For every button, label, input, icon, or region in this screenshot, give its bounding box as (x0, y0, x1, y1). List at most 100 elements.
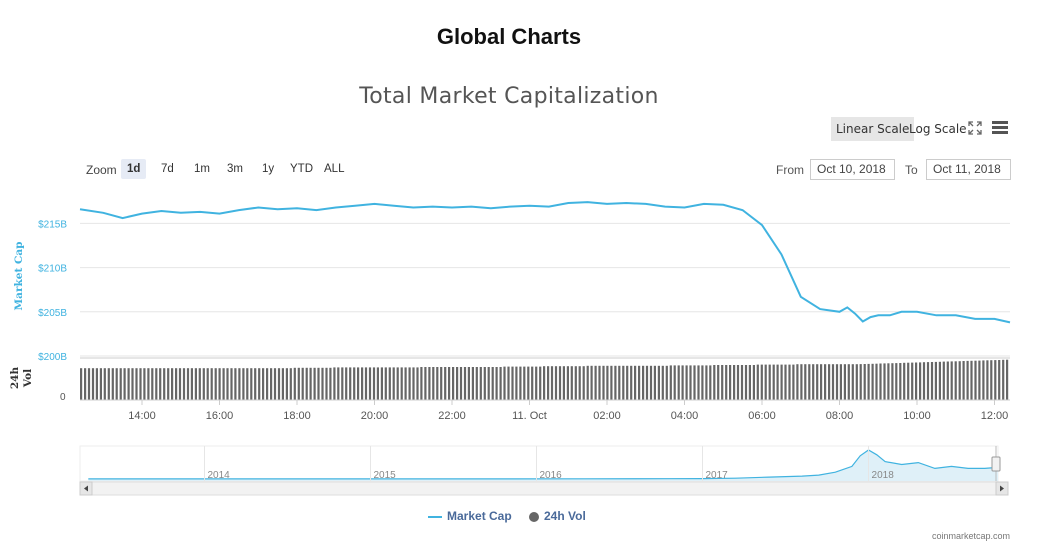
to-date-input[interactable]: Oct 11, 2018 (926, 159, 1011, 180)
zoom-all-button[interactable]: ALL (324, 163, 345, 175)
volume-bar (309, 367, 312, 400)
zoom-ytd-button[interactable]: YTD (290, 163, 313, 175)
volume-bar (630, 365, 633, 400)
volume-bar (736, 365, 740, 400)
volume-bar (638, 365, 641, 400)
fullscreen-icon[interactable] (968, 121, 982, 135)
volume-bar (242, 368, 245, 400)
volume-bar (875, 363, 878, 400)
volume-bar (954, 361, 957, 400)
volume-bar (669, 365, 672, 400)
zoom-7d-button[interactable]: 7d (161, 163, 174, 175)
volume-bar (539, 366, 542, 400)
volume-bar (400, 367, 403, 400)
volume-bar (353, 367, 356, 400)
volume-bar (103, 368, 106, 400)
volume-bar (175, 368, 178, 400)
volume-bar (186, 368, 190, 400)
volume-bar (333, 367, 336, 400)
gridlines (80, 222, 1010, 359)
volume-zero-tick: 0 (60, 392, 66, 403)
volume-bar (602, 365, 605, 400)
volume-bar (305, 367, 308, 400)
volume-bar (432, 367, 435, 400)
x-tick-label: 08:00 (826, 410, 854, 422)
volume-bar (978, 360, 981, 400)
volume-bar (705, 365, 708, 400)
from-date-input[interactable]: Oct 10, 2018 (810, 159, 895, 180)
volume-bar (709, 365, 712, 400)
volume-bar (855, 364, 858, 400)
page-title: Global Charts (436, 24, 582, 49)
volume-bar (839, 364, 842, 400)
legend-market-cap-label: Market Cap (447, 509, 512, 523)
volume-bar (851, 364, 854, 400)
log-scale-button[interactable]: Log Scale (909, 122, 967, 136)
navigator-tick-label: 2017 (706, 470, 729, 481)
volume-bar (507, 366, 510, 400)
volume-bar (345, 367, 348, 400)
volume-bar (531, 366, 534, 400)
volume-bar (887, 363, 890, 400)
volume-bar (448, 367, 451, 400)
volume-bar (863, 364, 866, 400)
volume-bar (349, 367, 352, 400)
volume-bar (562, 366, 565, 400)
volume-bar (254, 368, 257, 400)
volume-bar (408, 367, 411, 400)
volume-bar (262, 368, 265, 400)
volume-bar (792, 364, 795, 400)
menu-icon[interactable] (992, 121, 1008, 135)
navigator-handle[interactable] (991, 456, 1001, 472)
volume-bar (428, 367, 431, 400)
navigator-tick-label: 2014 (208, 470, 231, 481)
volume-bar (147, 368, 150, 400)
zoom-1m-button[interactable]: 1m (194, 163, 210, 175)
x-tick-label: 14:00 (128, 410, 156, 422)
x-tick-label: 02:00 (593, 410, 621, 422)
legend-market-cap[interactable]: Market Cap (428, 509, 512, 523)
volume-bar (95, 368, 98, 400)
volume-bar (491, 367, 494, 400)
volume-bar (167, 368, 170, 400)
volume-bar (677, 365, 680, 400)
volume-bar (566, 366, 569, 400)
volume-bar (752, 365, 755, 400)
volume-bar (907, 362, 910, 400)
zoom-1y-button[interactable]: 1y (262, 163, 275, 175)
volume-bar (725, 365, 728, 400)
zoom-3m-button[interactable]: 3m (227, 163, 243, 175)
volume-bar (998, 360, 1001, 400)
volume-bar (357, 367, 360, 400)
volume-axis-label: 24h (9, 367, 21, 390)
y-tick-label: $200B (38, 352, 67, 363)
volume-bar (519, 366, 522, 400)
x-tick-label: 12:00 (981, 410, 1009, 422)
volume-bar (230, 368, 233, 400)
chart-title: Total Market Capitalization (359, 84, 659, 109)
legend-24h-vol[interactable]: 24h Vol (529, 509, 586, 523)
linear-scale-button[interactable]: Linear Scale (831, 117, 915, 141)
volume-bar (642, 365, 645, 400)
volume-bar (982, 360, 985, 400)
volume-bar (258, 368, 261, 400)
navigator-scrollbar[interactable] (79, 481, 1009, 496)
volume-bar (392, 367, 395, 400)
volume-bar (934, 361, 937, 400)
zoom-1d-button[interactable]: 1d (121, 159, 147, 179)
volume-bar (277, 368, 281, 400)
volume-axis-label-line2: Vol (22, 369, 34, 388)
zoom-label: Zoom (86, 163, 117, 177)
y-tick-label: $205B (38, 308, 67, 319)
y-axis-label: Market Cap (13, 242, 25, 311)
volume-bar (764, 364, 767, 400)
navigator[interactable]: 2014 2015 2016 2017 2018 (79, 445, 1009, 496)
volume-bar (994, 360, 997, 400)
credit-link[interactable]: coinmarketcap.com (932, 531, 1011, 541)
x-tick-label: 22:00 (438, 410, 466, 422)
volume-bar (768, 364, 771, 400)
volume-bar (594, 365, 597, 400)
volume-bar (313, 367, 316, 400)
volume-bar (380, 367, 383, 400)
